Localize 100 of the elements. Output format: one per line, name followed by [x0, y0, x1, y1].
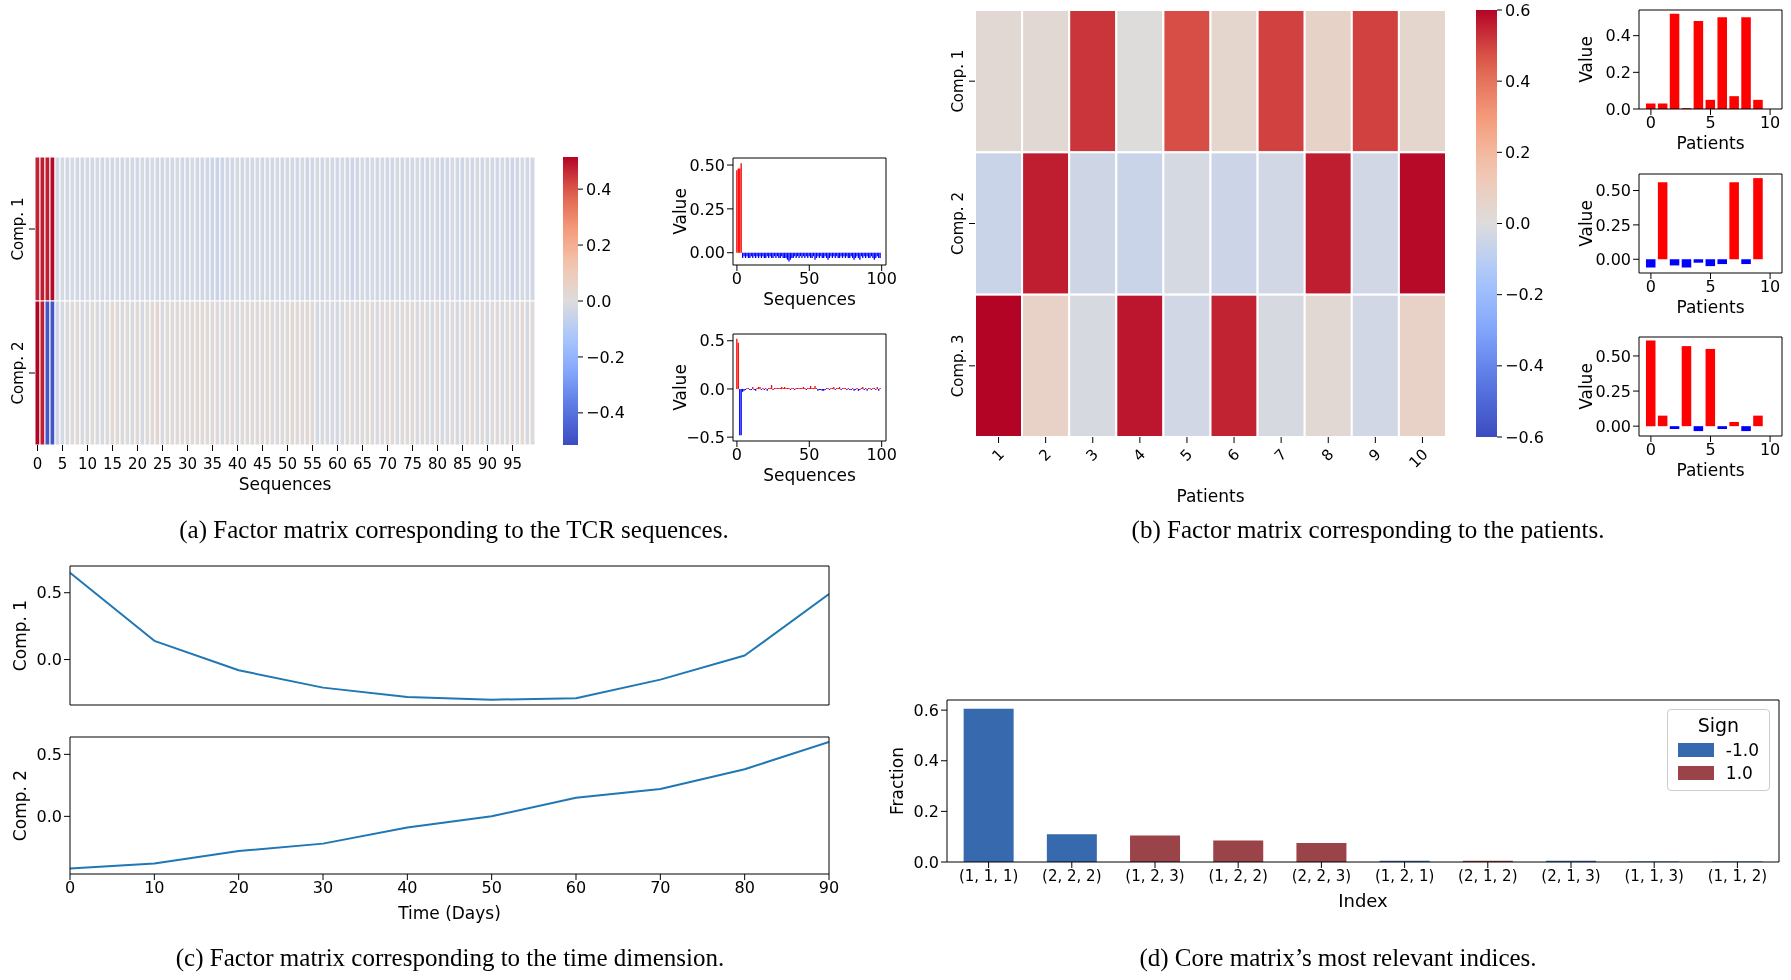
x-tick-label: 80	[734, 878, 755, 898]
y-tick-label: 0.6	[913, 700, 939, 720]
x-axis-title: Time (Days)	[397, 903, 501, 923]
x-tick-label: 20	[127, 455, 148, 473]
x-tick-label: 100	[866, 445, 897, 465]
color-bar-label: −0.2	[1505, 285, 1544, 305]
y-tick-label: 0.25	[1595, 215, 1631, 235]
x-tick-label: 9	[1365, 445, 1385, 465]
y-tick-label: 0.0	[36, 807, 62, 827]
color-bar-label: −0.2	[586, 347, 625, 367]
x-tick-label: (2, 2, 2)	[1042, 866, 1102, 885]
x-tick-label: 40	[397, 878, 418, 898]
x-tick-label: 8	[1317, 445, 1338, 465]
x-tick-label: 70	[377, 455, 398, 473]
x-tick-label: 2	[1035, 445, 1055, 465]
x-tick-label: (1, 2, 2)	[1208, 866, 1268, 885]
x-tick-label: 50	[481, 878, 502, 898]
x-tick-label: (1, 1, 1)	[958, 866, 1019, 885]
y-axis-title: Value	[670, 188, 691, 235]
x-tick-label: (1, 1, 3)	[1624, 866, 1684, 885]
y-tick-label: 0.25	[1595, 381, 1631, 401]
y-tick-label: Comp. 3	[949, 334, 967, 398]
color-bar-label: −0.4	[1505, 356, 1544, 376]
x-tick-label: 5	[1705, 440, 1716, 460]
x-axis-title: Index	[1338, 890, 1389, 911]
y-axis-title: Value	[1576, 200, 1597, 247]
color-bar-label: 0.0	[586, 291, 612, 311]
y-tick-label: 0.00	[1595, 416, 1631, 436]
text: (a) Factor matrix corresponding to the TCR sequences.	[178, 516, 730, 544]
y-tick-label: 0.0	[913, 852, 939, 872]
x-tick-label: 0	[64, 878, 76, 898]
y-tick-label: 0.2	[1605, 63, 1631, 83]
y-tick-label: −0.5	[686, 427, 725, 447]
text: (b) Factor matrix corresponding to the patients.	[1130, 516, 1606, 544]
x-tick-label: 55	[302, 455, 323, 473]
x-tick-label: 40	[227, 455, 248, 473]
x-tick-label: 90	[818, 878, 840, 898]
x-tick-label: 80	[427, 455, 448, 473]
x-tick-label: 35	[202, 455, 223, 473]
x-axis-title: Sequences	[763, 289, 856, 309]
color-bar-label: 0.2	[1505, 142, 1531, 162]
x-tick-label: (1, 2, 3)	[1125, 866, 1185, 885]
x-axis-title: Patients	[1176, 486, 1245, 506]
y-tick-label: 0.5	[699, 331, 725, 351]
x-tick-label: 30	[312, 878, 334, 898]
x-tick-label: 60	[565, 878, 587, 898]
color-bar-label: 0.6	[1505, 0, 1531, 20]
color-bar-label: 0.4	[586, 179, 612, 199]
x-tick-label: 70	[650, 878, 671, 898]
x-tick-label: 10	[1759, 277, 1781, 297]
y-tick-label: 0.25	[689, 199, 725, 219]
y-axis-title: Value	[1576, 36, 1597, 83]
x-tick-label: 10	[1759, 440, 1781, 460]
x-tick-label: 0	[1645, 113, 1657, 133]
x-tick-label: 4	[1129, 445, 1150, 465]
x-axis-title: Patients	[1676, 460, 1745, 480]
x-tick-label: 95	[502, 455, 523, 473]
y-tick-label: 0.4	[913, 751, 939, 771]
x-tick-label: 10	[77, 455, 98, 473]
y-axis-title: Fraction	[887, 747, 908, 815]
x-tick-label: 0	[32, 455, 43, 473]
x-tick-label: 20	[228, 878, 249, 898]
y-tick-label: 0.50	[1595, 181, 1631, 201]
color-bar-label: 0.0	[1505, 214, 1531, 234]
x-tick-label: 6	[1223, 445, 1244, 465]
x-tick-label: 1	[988, 445, 1008, 465]
y-tick-label: 0.0	[1605, 99, 1631, 119]
y-tick-label: Comp. 2	[949, 192, 967, 255]
y-tick-label: 0.5	[36, 583, 62, 603]
x-tick-label: 10	[1759, 113, 1781, 133]
legend-label: 1.0	[1724, 763, 1754, 783]
x-tick-label: (2, 1, 2)	[1458, 866, 1518, 885]
x-tick-label: (1, 1, 2)	[1707, 866, 1768, 885]
x-tick-label: 5	[1176, 445, 1197, 465]
text: (d) Core matrix’s most relevant indices.	[1138, 944, 1538, 972]
legend-title: Sign	[1696, 714, 1741, 736]
y-tick-label: 0.50	[1595, 346, 1631, 366]
y-tick-label: Comp. 2	[9, 341, 27, 405]
legend-label: -1.0	[1724, 740, 1759, 760]
x-axis-title: Patients	[1676, 297, 1745, 317]
x-tick-label: 5	[57, 455, 68, 473]
color-bar-label: 0.2	[586, 235, 612, 255]
x-tick-label: 50	[799, 445, 820, 465]
y-tick-label: 0.50	[689, 155, 725, 175]
x-tick-label: (2, 2, 3)	[1291, 866, 1352, 885]
x-tick-label: 100	[866, 269, 897, 289]
text: (c) Factor matrix corresponding to the time dimension.	[174, 944, 726, 972]
x-tick-label: 60	[327, 455, 348, 473]
x-tick-label: (1, 2, 1)	[1374, 866, 1435, 885]
x-tick-label: 5	[1705, 277, 1716, 297]
y-tick-label: 0.2	[913, 802, 939, 822]
color-bar-label: −0.4	[586, 403, 625, 423]
x-axis-title: Sequences	[763, 465, 856, 485]
x-tick-label: 3	[1082, 445, 1102, 465]
x-tick-label: 5	[1705, 113, 1716, 133]
x-tick-label: 45	[252, 455, 273, 473]
y-tick-label: Comp. 1	[9, 197, 27, 261]
x-tick-label: 10	[144, 878, 165, 898]
x-axis-title: Sequences	[238, 474, 332, 494]
x-axis-title: Patients	[1676, 133, 1745, 153]
